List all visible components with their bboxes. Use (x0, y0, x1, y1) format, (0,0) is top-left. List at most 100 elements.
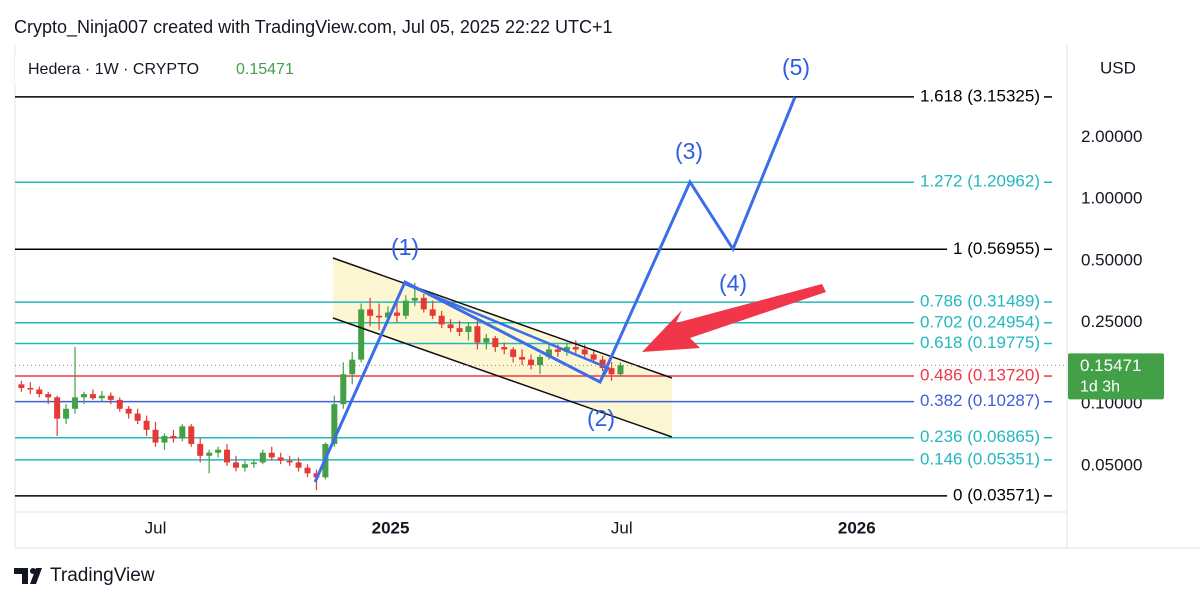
fib-levels: 1.618 (3.15325) 1.272 (1.20962) 1 (0.56955… (15, 86, 1052, 504)
y-tick-label: 2.00000 (1081, 127, 1142, 146)
price-tag (1068, 353, 1164, 400)
wave-label: (4) (719, 270, 747, 296)
wave-path (313, 96, 797, 483)
candle-body (501, 347, 508, 350)
candle-body (143, 420, 150, 430)
wave-label: (3) (675, 138, 703, 164)
logo-icon (30, 568, 36, 574)
logo: TradingView (14, 565, 155, 586)
candle-body (608, 368, 615, 375)
candle-body (349, 359, 356, 375)
x-tick-label: 2025 (372, 518, 410, 537)
candle-body (545, 349, 552, 357)
candle-body (107, 395, 114, 400)
wave-label: (5) (782, 54, 810, 80)
candle-body (554, 349, 561, 352)
candle-body (519, 356, 526, 360)
candle-body (54, 397, 61, 419)
candle-body (170, 435, 177, 439)
fib-label: 0 (0.03571) (953, 485, 1040, 504)
fib-label: 0.786 (0.31489) (920, 292, 1040, 311)
candle-body (492, 338, 499, 348)
fib-label: 0.236 (0.06865) (920, 427, 1040, 446)
wave-label: (2) (587, 405, 615, 431)
symbol-price: 0.15471 (236, 61, 294, 78)
y-tick-label: 0.25000 (1081, 312, 1142, 331)
candle-body (402, 300, 409, 316)
candle-body (206, 452, 213, 456)
candle-body (286, 460, 293, 463)
fib-label: 1.272 (1.20962) (920, 172, 1040, 191)
candle-body (224, 449, 231, 463)
candle-body (152, 429, 159, 443)
candle-body (447, 324, 454, 329)
candle-body (340, 374, 347, 405)
fib-label: 0.382 (0.10287) (920, 391, 1040, 410)
candle-body (563, 347, 570, 352)
candle-body (358, 309, 365, 360)
candle-body (367, 309, 374, 316)
candle-body (45, 394, 52, 398)
candle-body (161, 435, 168, 443)
channel-line (332, 257, 673, 379)
candle-body (250, 462, 257, 465)
arrow (642, 284, 826, 352)
candle-body (304, 467, 311, 474)
drawings: (1) (2) (3) (4) (5) (313, 54, 826, 483)
candle-body (599, 359, 606, 369)
candle-body (483, 338, 490, 343)
symbol: Hedera · 1W · CRYPTO (28, 61, 199, 78)
x-tick-label: Jul (611, 518, 633, 537)
candle-body (528, 359, 535, 366)
candle-body (277, 457, 284, 461)
candle-body (188, 426, 195, 444)
candle-body (116, 399, 123, 409)
candle-body (581, 349, 588, 355)
legend-bg (15, 55, 315, 85)
candle-body (125, 408, 132, 414)
candle-body (27, 387, 34, 390)
candle-body (179, 426, 186, 439)
candle-body (72, 397, 79, 409)
candle-body (411, 297, 418, 301)
wave-label: (1) (391, 234, 419, 260)
candle-body (89, 394, 96, 399)
y-tick-label: 1.00000 (1081, 189, 1142, 208)
channel-line (332, 317, 673, 438)
fib-label: 0.486 (0.13720) (920, 366, 1040, 385)
candle-body (98, 395, 105, 399)
candle-body (259, 452, 266, 463)
candle-body (80, 394, 87, 398)
candle-body (465, 326, 472, 332)
fib-label: 0.702 (0.24954) (920, 312, 1040, 331)
candle-body (295, 462, 302, 468)
logo-icon (14, 568, 42, 584)
x-tick-label: 2026 (838, 518, 876, 537)
candle-body (63, 408, 70, 419)
x-tick-label: Jul (145, 518, 167, 537)
candle-body (393, 312, 400, 316)
candle-body (241, 464, 248, 468)
candle-body (331, 404, 338, 444)
candle-body (590, 354, 597, 360)
candle-body (420, 297, 427, 310)
candle-body (268, 452, 275, 458)
fib-label: 0.146 (0.05351) (920, 449, 1040, 468)
candle-body (572, 347, 579, 350)
y-tick-label: 0.05000 (1081, 455, 1142, 474)
fib-label: 1.618 (3.15325) (920, 86, 1040, 105)
candle-body (384, 312, 391, 318)
candle-body (197, 443, 204, 456)
candle-body (456, 328, 463, 332)
candle-body (18, 384, 25, 388)
brand: TradingView (50, 565, 155, 586)
candle-body (429, 309, 436, 316)
candle-body (537, 356, 543, 366)
candle-body (617, 365, 624, 375)
candle-body (376, 315, 383, 318)
candle-body (510, 349, 517, 357)
wave-path (404, 282, 610, 383)
candle-body (215, 449, 222, 453)
price-tag-value: 0.15471 (1080, 356, 1141, 375)
